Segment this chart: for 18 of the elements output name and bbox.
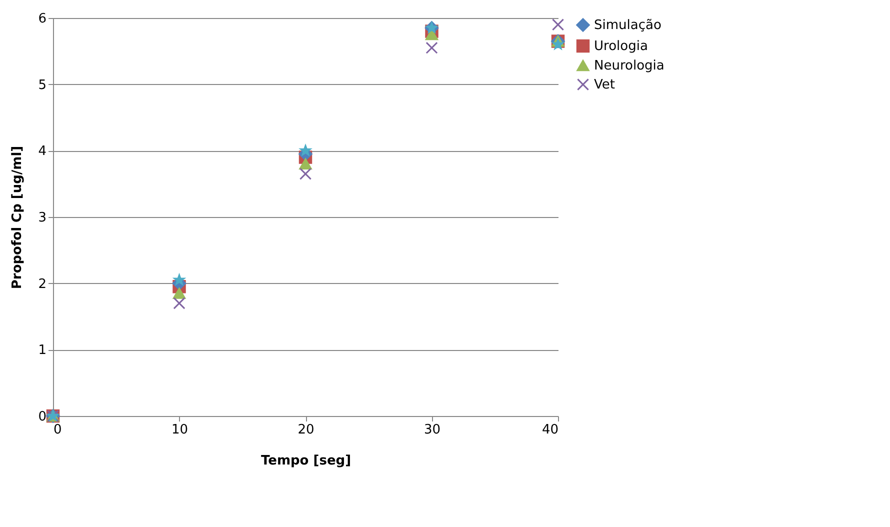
- legend-label: Urologia: [594, 39, 648, 54]
- y-tick-label: 0: [38, 410, 46, 424]
- x-tick-label: 10: [171, 422, 188, 438]
- legend-label: Vet: [594, 78, 615, 92]
- x-axis-title: Tempo [seg]: [260, 454, 352, 468]
- y-tick-label: 1: [38, 343, 46, 358]
- x-tick-label: 0: [54, 422, 62, 438]
- y-tick-label: 6: [38, 12, 46, 26]
- y-axis-title: Propofol Cp [ug/ml]: [10, 146, 26, 290]
- y-tick-label: 2: [38, 276, 46, 292]
- legend-label: Simulação: [594, 18, 662, 33]
- y-tick-label: 3: [38, 210, 46, 226]
- x-tick-label: 40: [542, 422, 558, 438]
- y-tick-label: 4: [38, 144, 46, 160]
- legend-label: Neurologia: [594, 58, 664, 74]
- x-tick-label: 30: [424, 422, 441, 438]
- y-tick-label: 5: [38, 78, 46, 93]
- x-tick-label: 20: [298, 422, 314, 438]
